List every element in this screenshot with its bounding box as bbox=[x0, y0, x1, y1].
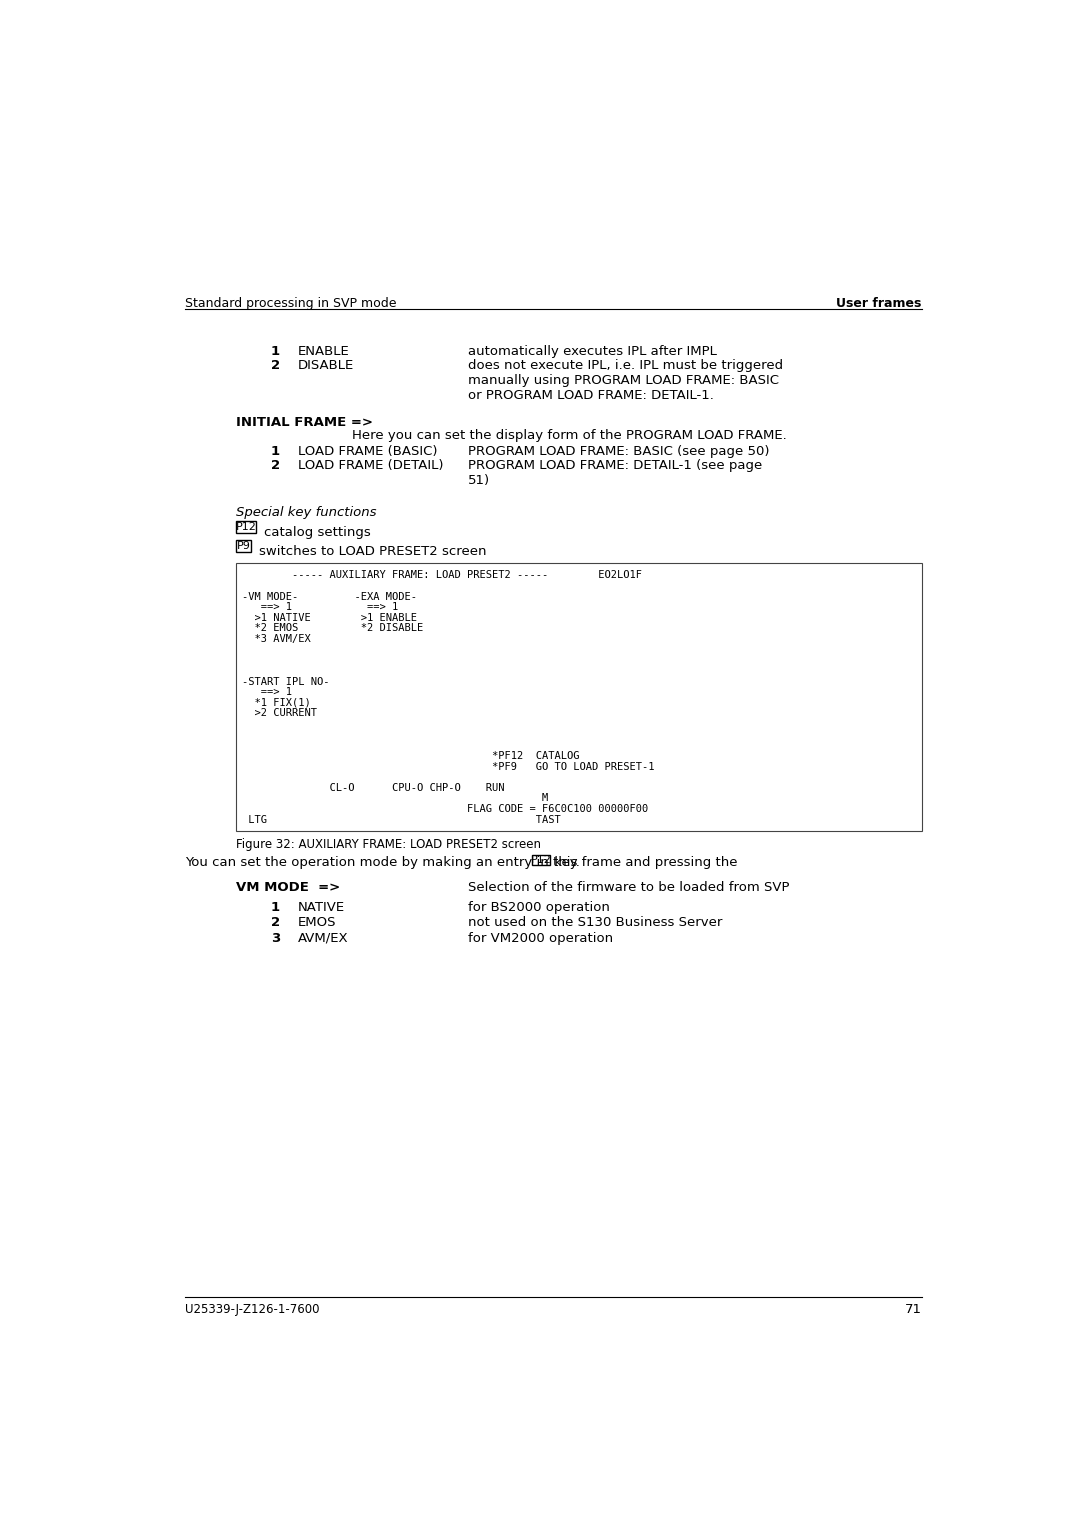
Text: LOAD FRAME (DETAIL): LOAD FRAME (DETAIL) bbox=[298, 459, 443, 473]
Text: 1: 1 bbox=[271, 901, 280, 913]
Text: U25339-J-Z126-1-7600: U25339-J-Z126-1-7600 bbox=[186, 1304, 320, 1316]
Text: FLAG CODE = F6C0C100 00000F00: FLAG CODE = F6C0C100 00000F00 bbox=[242, 804, 648, 814]
Bar bbox=[235, 540, 252, 552]
Text: Special key functions: Special key functions bbox=[235, 506, 376, 518]
Text: Figure 32: AUXILIARY FRAME: LOAD PRESET2 screen: Figure 32: AUXILIARY FRAME: LOAD PRESET2… bbox=[235, 837, 541, 851]
Bar bbox=[235, 522, 256, 534]
Text: for BS2000 operation: for BS2000 operation bbox=[469, 901, 610, 913]
Text: switches to LOAD PRESET2 screen: switches to LOAD PRESET2 screen bbox=[259, 544, 486, 558]
Text: for VM2000 operation: for VM2000 operation bbox=[469, 932, 613, 944]
Text: catalog settings: catalog settings bbox=[264, 526, 370, 540]
Text: LOAD FRAME (BASIC): LOAD FRAME (BASIC) bbox=[298, 445, 437, 457]
Text: Selection of the firmware to be loaded from SVP: Selection of the firmware to be loaded f… bbox=[469, 881, 789, 894]
Text: *PF9   GO TO LOAD PRESET-1: *PF9 GO TO LOAD PRESET-1 bbox=[242, 761, 654, 772]
Text: key.: key. bbox=[551, 856, 580, 869]
Bar bbox=[531, 854, 551, 865]
Text: ----- AUXILIARY FRAME: LOAD PRESET2 -----        EO2LO1F: ----- AUXILIARY FRAME: LOAD PRESET2 ----… bbox=[242, 570, 642, 581]
Text: >2 CURRENT: >2 CURRENT bbox=[242, 709, 316, 718]
Text: *2 EMOS          *2 DISABLE: *2 EMOS *2 DISABLE bbox=[242, 624, 423, 633]
Text: 1: 1 bbox=[271, 445, 280, 457]
Text: DISABLE: DISABLE bbox=[298, 360, 354, 372]
Text: EMOS: EMOS bbox=[298, 917, 336, 929]
Text: does not execute IPL, i.e. IPL must be triggered: does not execute IPL, i.e. IPL must be t… bbox=[469, 360, 783, 372]
Text: AVM/EX: AVM/EX bbox=[298, 932, 349, 944]
Text: ==> 1            ==> 1: ==> 1 ==> 1 bbox=[242, 602, 399, 612]
Text: PROGRAM LOAD FRAME: BASIC (see page 50): PROGRAM LOAD FRAME: BASIC (see page 50) bbox=[469, 445, 770, 457]
Text: PROGRAM LOAD FRAME: DETAIL-1 (see page: PROGRAM LOAD FRAME: DETAIL-1 (see page bbox=[469, 459, 762, 473]
Text: M: M bbox=[242, 793, 549, 804]
Text: -VM MODE-         -EXA MODE-: -VM MODE- -EXA MODE- bbox=[242, 592, 417, 601]
Text: NATIVE: NATIVE bbox=[298, 901, 345, 913]
Text: *1 FIX(1): *1 FIX(1) bbox=[242, 698, 311, 708]
Text: INITIAL FRAME =>: INITIAL FRAME => bbox=[235, 415, 373, 429]
Text: 2: 2 bbox=[271, 459, 280, 473]
Text: manually using PROGRAM LOAD FRAME: BASIC: manually using PROGRAM LOAD FRAME: BASIC bbox=[469, 374, 780, 387]
Text: ==> 1: ==> 1 bbox=[242, 688, 292, 697]
Text: Here you can set the display form of the PROGRAM LOAD FRAME.: Here you can set the display form of the… bbox=[352, 430, 786, 442]
Text: VM MODE  =>: VM MODE => bbox=[235, 881, 340, 894]
Text: 3: 3 bbox=[271, 932, 280, 944]
Text: 2: 2 bbox=[271, 917, 280, 929]
Text: or PROGRAM LOAD FRAME: DETAIL-1.: or PROGRAM LOAD FRAME: DETAIL-1. bbox=[469, 389, 714, 401]
Text: not used on the S130 Business Server: not used on the S130 Business Server bbox=[469, 917, 723, 929]
Text: 2: 2 bbox=[271, 360, 280, 372]
Text: 1: 1 bbox=[271, 345, 280, 358]
Text: 71: 71 bbox=[905, 1304, 921, 1316]
Text: User frames: User frames bbox=[836, 297, 921, 310]
Text: 51): 51) bbox=[469, 474, 490, 486]
Text: P12: P12 bbox=[235, 522, 256, 532]
Text: -START IPL NO-: -START IPL NO- bbox=[242, 677, 329, 686]
Text: CL-O      CPU-O CHP-O    RUN: CL-O CPU-O CHP-O RUN bbox=[242, 782, 504, 793]
Text: LTG                                           TAST: LTG TAST bbox=[242, 814, 561, 825]
Text: >1 NATIVE        >1 ENABLE: >1 NATIVE >1 ENABLE bbox=[242, 613, 417, 622]
Text: ENABLE: ENABLE bbox=[298, 345, 350, 358]
Text: *PF12  CATALOG: *PF12 CATALOG bbox=[242, 750, 580, 761]
Text: You can set the operation mode by making an entry in this frame and pressing the: You can set the operation mode by making… bbox=[186, 856, 742, 869]
Text: *3 AVM/EX: *3 AVM/EX bbox=[242, 634, 311, 644]
Text: P12: P12 bbox=[530, 856, 552, 865]
Text: P9: P9 bbox=[237, 541, 251, 551]
Text: automatically executes IPL after IMPL: automatically executes IPL after IMPL bbox=[469, 345, 717, 358]
Text: Standard processing in SVP mode: Standard processing in SVP mode bbox=[186, 297, 396, 310]
Bar bbox=[235, 563, 921, 831]
